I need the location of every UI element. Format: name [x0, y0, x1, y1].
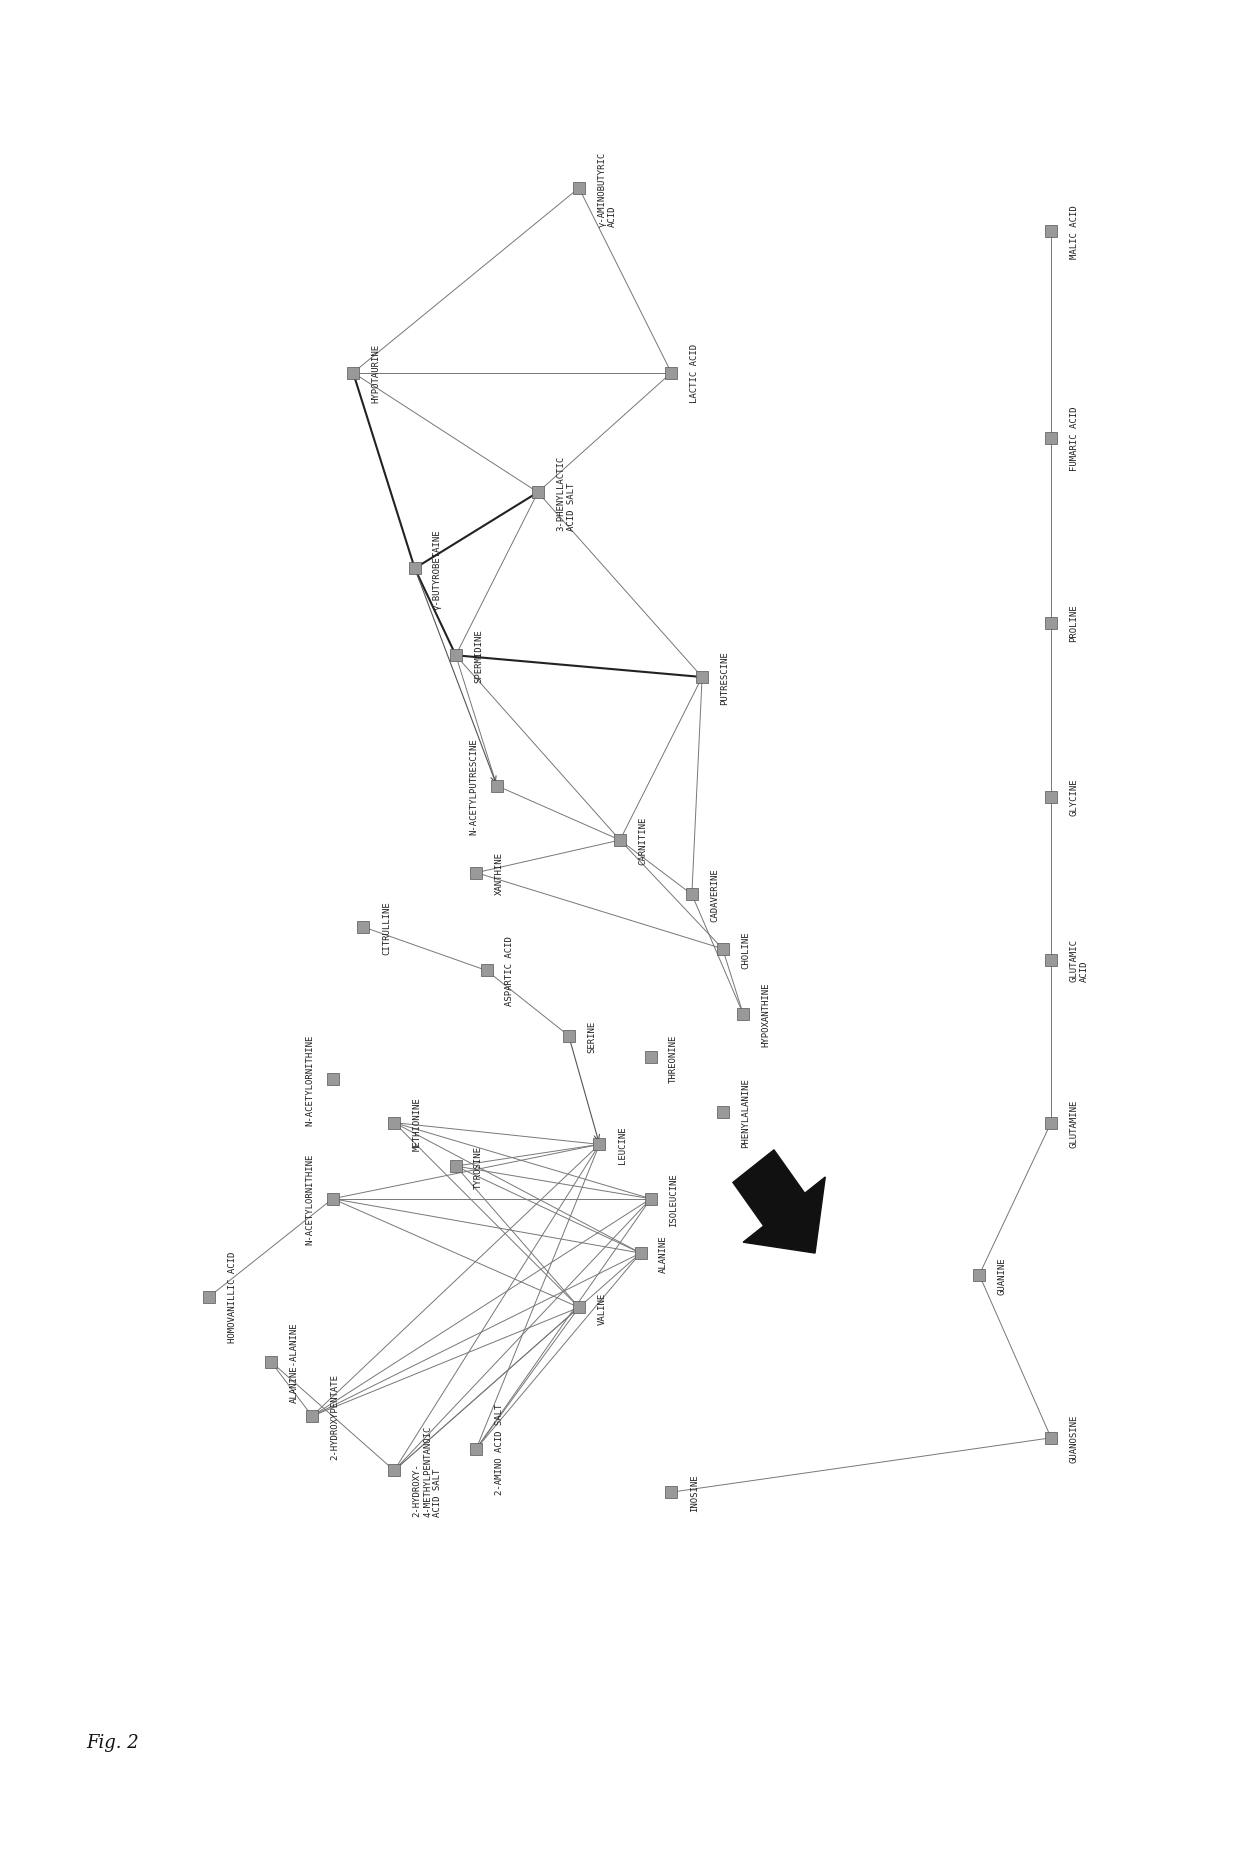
Text: 3-PHENYLLACTIC
ACID SALT: 3-PHENYLLACTIC ACID SALT [557, 454, 575, 531]
Text: ALANINE-ALANINE: ALANINE-ALANINE [289, 1323, 299, 1402]
Text: CADAVERINE: CADAVERINE [711, 868, 719, 922]
Text: 2-HYDROXY-
4-METHYLPENTANOIC
ACID SALT: 2-HYDROXY- 4-METHYLPENTANOIC ACID SALT [413, 1425, 443, 1516]
Text: GLUTAMINE: GLUTAMINE [1070, 1098, 1079, 1146]
Text: Fig. 2: Fig. 2 [87, 1733, 139, 1751]
Text: 2-HYDROXYPENTATE: 2-HYDROXYPENTATE [331, 1373, 340, 1460]
Text: GLUTAMIC
ACID: GLUTAMIC ACID [1070, 939, 1089, 981]
Text: CHOLINE: CHOLINE [742, 931, 750, 968]
Text: SPERMIDINE: SPERMIDINE [474, 629, 484, 683]
Text: γ-BUTYROBETAINE: γ-BUTYROBETAINE [433, 529, 443, 608]
Text: N-ACETYLORNITHINE: N-ACETYLORNITHINE [305, 1154, 314, 1245]
Text: THREONINE: THREONINE [670, 1033, 678, 1081]
FancyArrow shape [733, 1150, 826, 1254]
Text: GUANOSINE: GUANOSINE [1070, 1414, 1079, 1462]
Text: TYROSINE: TYROSINE [474, 1145, 484, 1187]
Text: N-ACETYLORNITHINE: N-ACETYLORNITHINE [305, 1033, 314, 1126]
Text: PUTRESCINE: PUTRESCINE [720, 651, 729, 705]
Text: CITRULLINE: CITRULLINE [382, 902, 391, 953]
Text: VALINE: VALINE [598, 1291, 606, 1324]
Text: XANTHINE: XANTHINE [495, 851, 503, 894]
Text: PHENYLALANINE: PHENYLALANINE [742, 1078, 750, 1146]
Text: MALIC ACID: MALIC ACID [1070, 206, 1079, 260]
Text: ASPARTIC ACID: ASPARTIC ACID [505, 937, 515, 1005]
Text: N-ACETYLPUTRESCINE: N-ACETYLPUTRESCINE [470, 738, 479, 835]
Text: GUANINE: GUANINE [998, 1256, 1007, 1295]
Text: METHIONINE: METHIONINE [413, 1096, 422, 1150]
Text: LACTIC ACID: LACTIC ACID [689, 343, 699, 403]
Text: PROLINE: PROLINE [1070, 605, 1079, 642]
Text: HYPOXANTHINE: HYPOXANTHINE [761, 981, 770, 1046]
Text: CARNITINE: CARNITINE [639, 816, 647, 864]
Text: LEUCINE: LEUCINE [618, 1126, 627, 1163]
Text: HOMOVANILLIC ACID: HOMOVANILLIC ACID [228, 1250, 237, 1343]
Text: FUMARIC ACID: FUMARIC ACID [1070, 406, 1079, 471]
Text: γ-AMINOBUTYRIC
ACID: γ-AMINOBUTYRIC ACID [598, 152, 616, 226]
Text: ISOLEUCINE: ISOLEUCINE [670, 1172, 678, 1226]
Text: HYPOTAURINE: HYPOTAURINE [372, 343, 381, 403]
Text: GLYCINE: GLYCINE [1070, 779, 1079, 816]
Text: ALANINE: ALANINE [658, 1235, 668, 1273]
Text: SERINE: SERINE [588, 1020, 596, 1052]
Text: INOSINE: INOSINE [689, 1473, 699, 1512]
Text: 2-AMINO ACID SALT: 2-AMINO ACID SALT [495, 1402, 503, 1495]
